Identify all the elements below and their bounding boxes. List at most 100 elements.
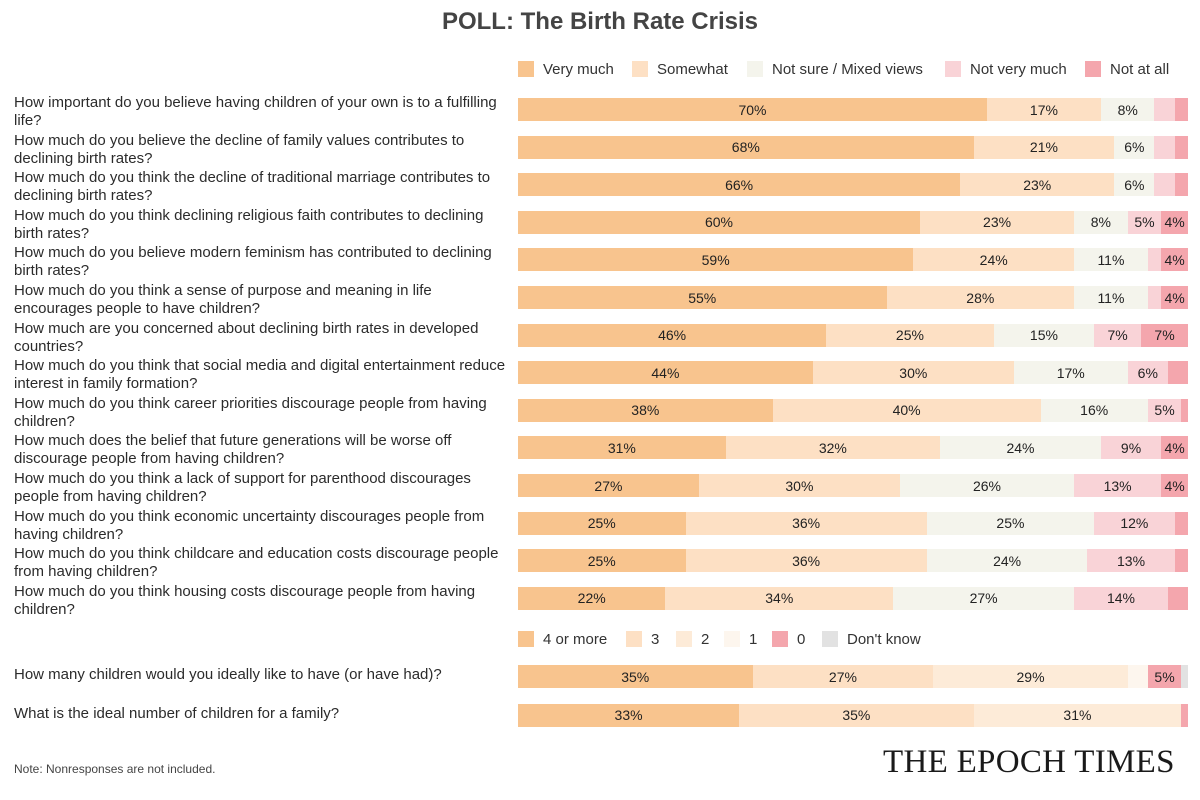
legend-1: Very much Somewhat Not sure / Mixed views N…	[518, 57, 1193, 81]
bar-segment: 24%	[940, 436, 1101, 460]
bar-segment: 59%	[518, 248, 914, 272]
bar-segment	[1174, 98, 1188, 121]
legend-item: 3	[626, 631, 676, 648]
legend-label: Very much	[543, 60, 614, 78]
data-label: 30%	[785, 477, 814, 494]
bar-segment: 36%	[685, 511, 927, 535]
legend-swatch	[822, 631, 838, 647]
bar-segment: 5%	[1127, 210, 1162, 234]
question-label: How much do you think career priorities …	[14, 394, 487, 430]
bar-segment: 23%	[960, 173, 1115, 197]
stacked-bar: 70% 17% 8%	[518, 98, 1188, 121]
data-label: 6%	[1137, 364, 1158, 381]
bar-segment: 7%	[1094, 323, 1142, 347]
data-label: 17%	[1029, 101, 1058, 118]
bar-segment: 28%	[886, 286, 1075, 309]
bar-segment: 13%	[1087, 549, 1175, 573]
legend-label: 1	[749, 630, 758, 648]
legend-swatch	[747, 61, 763, 77]
bar-segment	[1147, 248, 1162, 272]
bar-segment	[1167, 586, 1188, 610]
data-label: 59%	[701, 251, 730, 268]
bar-segment: 34%	[665, 586, 894, 610]
bar-segment	[1147, 286, 1162, 309]
data-label: 44%	[651, 364, 680, 381]
stacked-bar: 31% 32% 24% 9% 4%	[518, 436, 1188, 460]
legend-item: Very much	[518, 61, 632, 78]
data-label: 8%	[1117, 101, 1138, 118]
legend-item: 1	[724, 631, 772, 648]
bar-segment: 6%	[1114, 135, 1155, 159]
bar-segment: 25%	[926, 511, 1095, 535]
question-label: How much do you think childcare and educ…	[14, 545, 499, 581]
stacked-bar: 46% 25% 15% 7% 7%	[518, 323, 1188, 347]
data-label: 26%	[972, 477, 1001, 494]
bar-segment: 15%	[993, 323, 1095, 347]
chart-title: POLL: The Birth Rate Crisis	[441, 8, 759, 35]
bar-segment: 44%	[518, 361, 813, 385]
data-label: 25%	[587, 552, 616, 569]
bar-segment: 27%	[518, 474, 699, 497]
bar-segment: 60%	[518, 210, 920, 234]
stacked-bar: 35% 27% 29% 5%	[518, 665, 1188, 688]
data-label: 68%	[731, 139, 760, 156]
data-label: 4%	[1164, 289, 1185, 306]
data-label: 4%	[1164, 214, 1185, 231]
stacked-bar: 59% 24% 11% 4%	[518, 248, 1188, 272]
stacked-bar: 25% 36% 25% 12%	[518, 511, 1188, 535]
bar-segment: 36%	[685, 549, 927, 573]
stacked-bar: 27% 30% 26% 13% 4%	[518, 474, 1188, 497]
data-label: 15%	[1029, 327, 1058, 344]
bar-segment: 22%	[518, 586, 666, 610]
bar-segment	[1181, 398, 1188, 422]
data-label: 25%	[895, 327, 924, 344]
bar-segment: 7%	[1141, 323, 1188, 347]
data-label: 40%	[892, 402, 921, 419]
data-label: 8%	[1090, 214, 1111, 231]
stacked-bar: 22% 34% 27% 14%	[518, 586, 1188, 610]
bar-segment	[1154, 98, 1175, 121]
question-label: How much do you think that social media …	[14, 357, 506, 393]
data-label: 24%	[979, 251, 1008, 268]
bar-segment: 31%	[518, 436, 726, 460]
footnote: Note: Nonresponses are not included.	[14, 762, 216, 776]
data-label: 13%	[1103, 477, 1132, 494]
bar-segment: 27%	[752, 665, 934, 688]
legend-label: Not very much	[970, 60, 1067, 78]
bar-segment: 4%	[1161, 436, 1188, 460]
legend-2: 4 or more 3 2 1 0 Don't know	[518, 627, 1193, 651]
data-label: 5%	[1154, 668, 1175, 685]
question-label: How many children would you ideally like…	[14, 666, 442, 683]
bar-segment	[1127, 665, 1148, 688]
bar-segment: 35%	[518, 665, 753, 688]
legend-label: 3	[651, 630, 660, 648]
question-label: How much do you think a sense of purpose…	[14, 282, 432, 317]
stacked-bar: 55% 28% 11% 4%	[518, 286, 1188, 309]
legend-label: 2	[701, 630, 710, 648]
data-label: 11%	[1097, 289, 1125, 306]
bar-segment	[1154, 173, 1175, 197]
data-label: 6%	[1124, 176, 1145, 193]
question-label: How much do you think economic uncertain…	[14, 507, 485, 543]
legend-swatch	[626, 631, 642, 647]
stacked-bar: 38% 40% 16% 5%	[518, 398, 1188, 422]
data-label: 22%	[577, 590, 606, 607]
data-label: 16%	[1080, 402, 1109, 419]
bar-segment: 4%	[1161, 210, 1188, 234]
bar-segment: 66%	[518, 173, 961, 197]
legend-label: 0	[797, 630, 806, 648]
data-label: 7%	[1154, 327, 1175, 344]
legend-swatch	[772, 631, 788, 647]
data-label: 24%	[1006, 439, 1035, 456]
bar-segment: 24%	[926, 549, 1088, 573]
bar-segment: 32%	[725, 436, 941, 460]
bar-segment	[1174, 511, 1188, 535]
bar-segment: 55%	[518, 286, 887, 309]
bar-segment: 33%	[518, 703, 740, 727]
data-label: 4%	[1164, 251, 1185, 268]
data-label: 34%	[765, 590, 794, 607]
bar-segment	[1167, 361, 1188, 385]
bar-segment: 8%	[1100, 98, 1155, 121]
data-label: 23%	[983, 214, 1012, 231]
bar-segment: 23%	[920, 210, 1075, 234]
